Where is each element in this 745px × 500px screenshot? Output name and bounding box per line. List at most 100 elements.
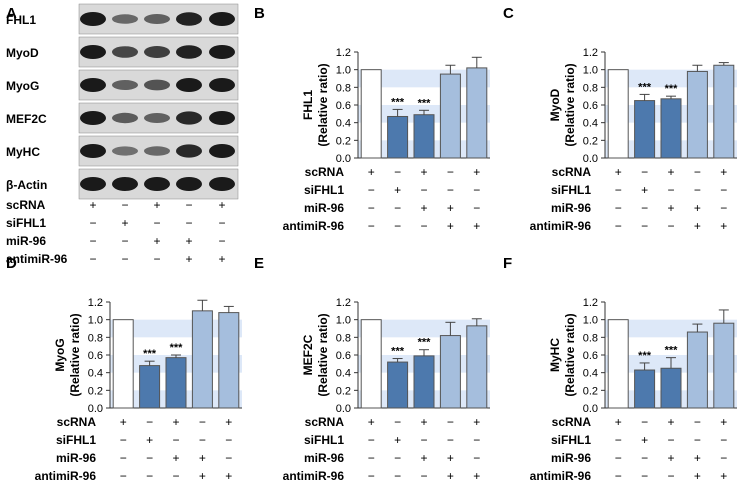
significance-mark: *** bbox=[418, 97, 432, 109]
condition-sign: − bbox=[120, 433, 127, 447]
condition-sign: − bbox=[694, 433, 701, 447]
condition-sign: + bbox=[667, 451, 674, 465]
condition-label-3: antimiR-96 bbox=[6, 252, 68, 266]
condition-sign: − bbox=[146, 451, 153, 465]
bar bbox=[634, 369, 656, 409]
significance-mark: *** bbox=[143, 348, 157, 360]
y-tick-label: 0.2 bbox=[336, 135, 351, 147]
condition-sign: − bbox=[121, 252, 128, 266]
panel-label-f: F bbox=[503, 255, 512, 272]
condition-sign: − bbox=[667, 433, 674, 447]
y-tick-label: 1.0 bbox=[88, 315, 103, 327]
y-tick-label: 0.4 bbox=[583, 368, 598, 380]
blot-band bbox=[144, 146, 170, 156]
condition-sign: − bbox=[368, 433, 375, 447]
y-tick-label: 0.6 bbox=[336, 350, 351, 362]
condition-sign: − bbox=[172, 433, 179, 447]
condition-sign: + bbox=[694, 451, 701, 465]
y-tick-label: 0.2 bbox=[583, 135, 598, 147]
condition-sign: − bbox=[694, 183, 701, 197]
condition-sign: − bbox=[121, 198, 128, 212]
y-axis-label-line2: (Relative ratio) bbox=[316, 63, 330, 146]
blot-band bbox=[112, 146, 138, 156]
y-axis-label-line1: MyoG bbox=[53, 338, 67, 371]
y-axis-label-line2: (Relative ratio) bbox=[563, 313, 577, 396]
significance-mark: *** bbox=[638, 81, 652, 93]
blot-band bbox=[144, 46, 170, 58]
blot-label-3: MEF2C bbox=[6, 112, 47, 126]
blot-band bbox=[80, 45, 106, 59]
panel-label-e: E bbox=[254, 255, 264, 272]
condition-sign: − bbox=[218, 216, 225, 230]
condition-sign: − bbox=[153, 252, 160, 266]
condition-label: miR-96 bbox=[304, 451, 344, 465]
y-tick-label: 0.4 bbox=[88, 368, 103, 380]
bar bbox=[218, 312, 240, 409]
bar bbox=[660, 98, 682, 159]
condition-sign: + bbox=[185, 234, 192, 248]
panel-e: E 0.0 0.2 0.4 0.6 0.8 1.0 1.2 MEF2C(Relative rat… bbox=[254, 255, 490, 483]
condition-sign: + bbox=[473, 415, 480, 429]
y-axis-label: MyHC(Relative ratio) bbox=[548, 313, 577, 396]
y-tick-label: 0.8 bbox=[583, 82, 598, 94]
blot-band bbox=[144, 113, 170, 123]
y-axis-label-line2: (Relative ratio) bbox=[563, 63, 577, 146]
condition-sign: − bbox=[225, 433, 232, 447]
y-axis-label: MEF2C(Relative ratio) bbox=[301, 313, 330, 396]
panel-label-a: A bbox=[6, 5, 17, 22]
condition-sign: − bbox=[420, 469, 427, 483]
condition-sign: + bbox=[641, 433, 648, 447]
condition-sign: − bbox=[694, 415, 701, 429]
condition-sign: − bbox=[394, 165, 401, 179]
condition-sign: + bbox=[218, 252, 225, 266]
y-tick-label: 0.2 bbox=[88, 385, 103, 397]
bar bbox=[660, 367, 682, 409]
condition-sign: − bbox=[153, 216, 160, 230]
condition-sign: − bbox=[473, 451, 480, 465]
condition-sign: + bbox=[172, 451, 179, 465]
panel-d: D 0.0 0.2 0.4 0.6 0.8 1.0 1.2 MyoG(Relative rati… bbox=[6, 255, 242, 483]
bar bbox=[713, 322, 735, 409]
condition-sign: + bbox=[218, 198, 225, 212]
condition-sign: − bbox=[615, 433, 622, 447]
condition-label: siFHL1 bbox=[56, 433, 96, 447]
condition-label: miR-96 bbox=[56, 451, 96, 465]
bar bbox=[387, 361, 409, 409]
condition-sign: − bbox=[720, 451, 727, 465]
bar bbox=[607, 69, 629, 159]
y-axis-label-line1: MyoD bbox=[548, 88, 562, 121]
condition-label: siFHL1 bbox=[551, 183, 591, 197]
condition-sign: + bbox=[667, 201, 674, 215]
condition-label: siFHL1 bbox=[304, 183, 344, 197]
panel-label-b: B bbox=[254, 5, 265, 22]
condition-sign: + bbox=[420, 165, 427, 179]
condition-sign: + bbox=[120, 415, 127, 429]
condition-sign: − bbox=[420, 183, 427, 197]
condition-sign: + bbox=[720, 469, 727, 483]
condition-sign: − bbox=[394, 415, 401, 429]
blot-band bbox=[209, 78, 235, 92]
condition-label: miR-96 bbox=[551, 201, 591, 215]
condition-sign: − bbox=[199, 415, 206, 429]
y-tick-label: 1.2 bbox=[336, 47, 351, 59]
condition-sign: − bbox=[89, 234, 96, 248]
y-tick-label: 0.0 bbox=[336, 153, 351, 165]
condition-sign: + bbox=[121, 216, 128, 230]
condition-sign: + bbox=[225, 469, 232, 483]
bar bbox=[713, 64, 735, 159]
y-tick-label: 1.2 bbox=[583, 47, 598, 59]
condition-sign: + bbox=[447, 201, 454, 215]
y-tick-label: 0.8 bbox=[88, 332, 103, 344]
y-tick-label: 0.0 bbox=[583, 153, 598, 165]
condition-sign: + bbox=[720, 415, 727, 429]
condition-sign: + bbox=[447, 219, 454, 233]
blot-band bbox=[112, 14, 138, 24]
condition-label: scRNA bbox=[57, 415, 97, 429]
condition-sign: − bbox=[473, 201, 480, 215]
condition-sign: + bbox=[720, 165, 727, 179]
bar bbox=[360, 319, 382, 409]
y-tick-label: 0.6 bbox=[583, 350, 598, 362]
blot-band bbox=[176, 12, 202, 26]
significance-mark: *** bbox=[665, 345, 679, 357]
bar bbox=[686, 331, 708, 409]
